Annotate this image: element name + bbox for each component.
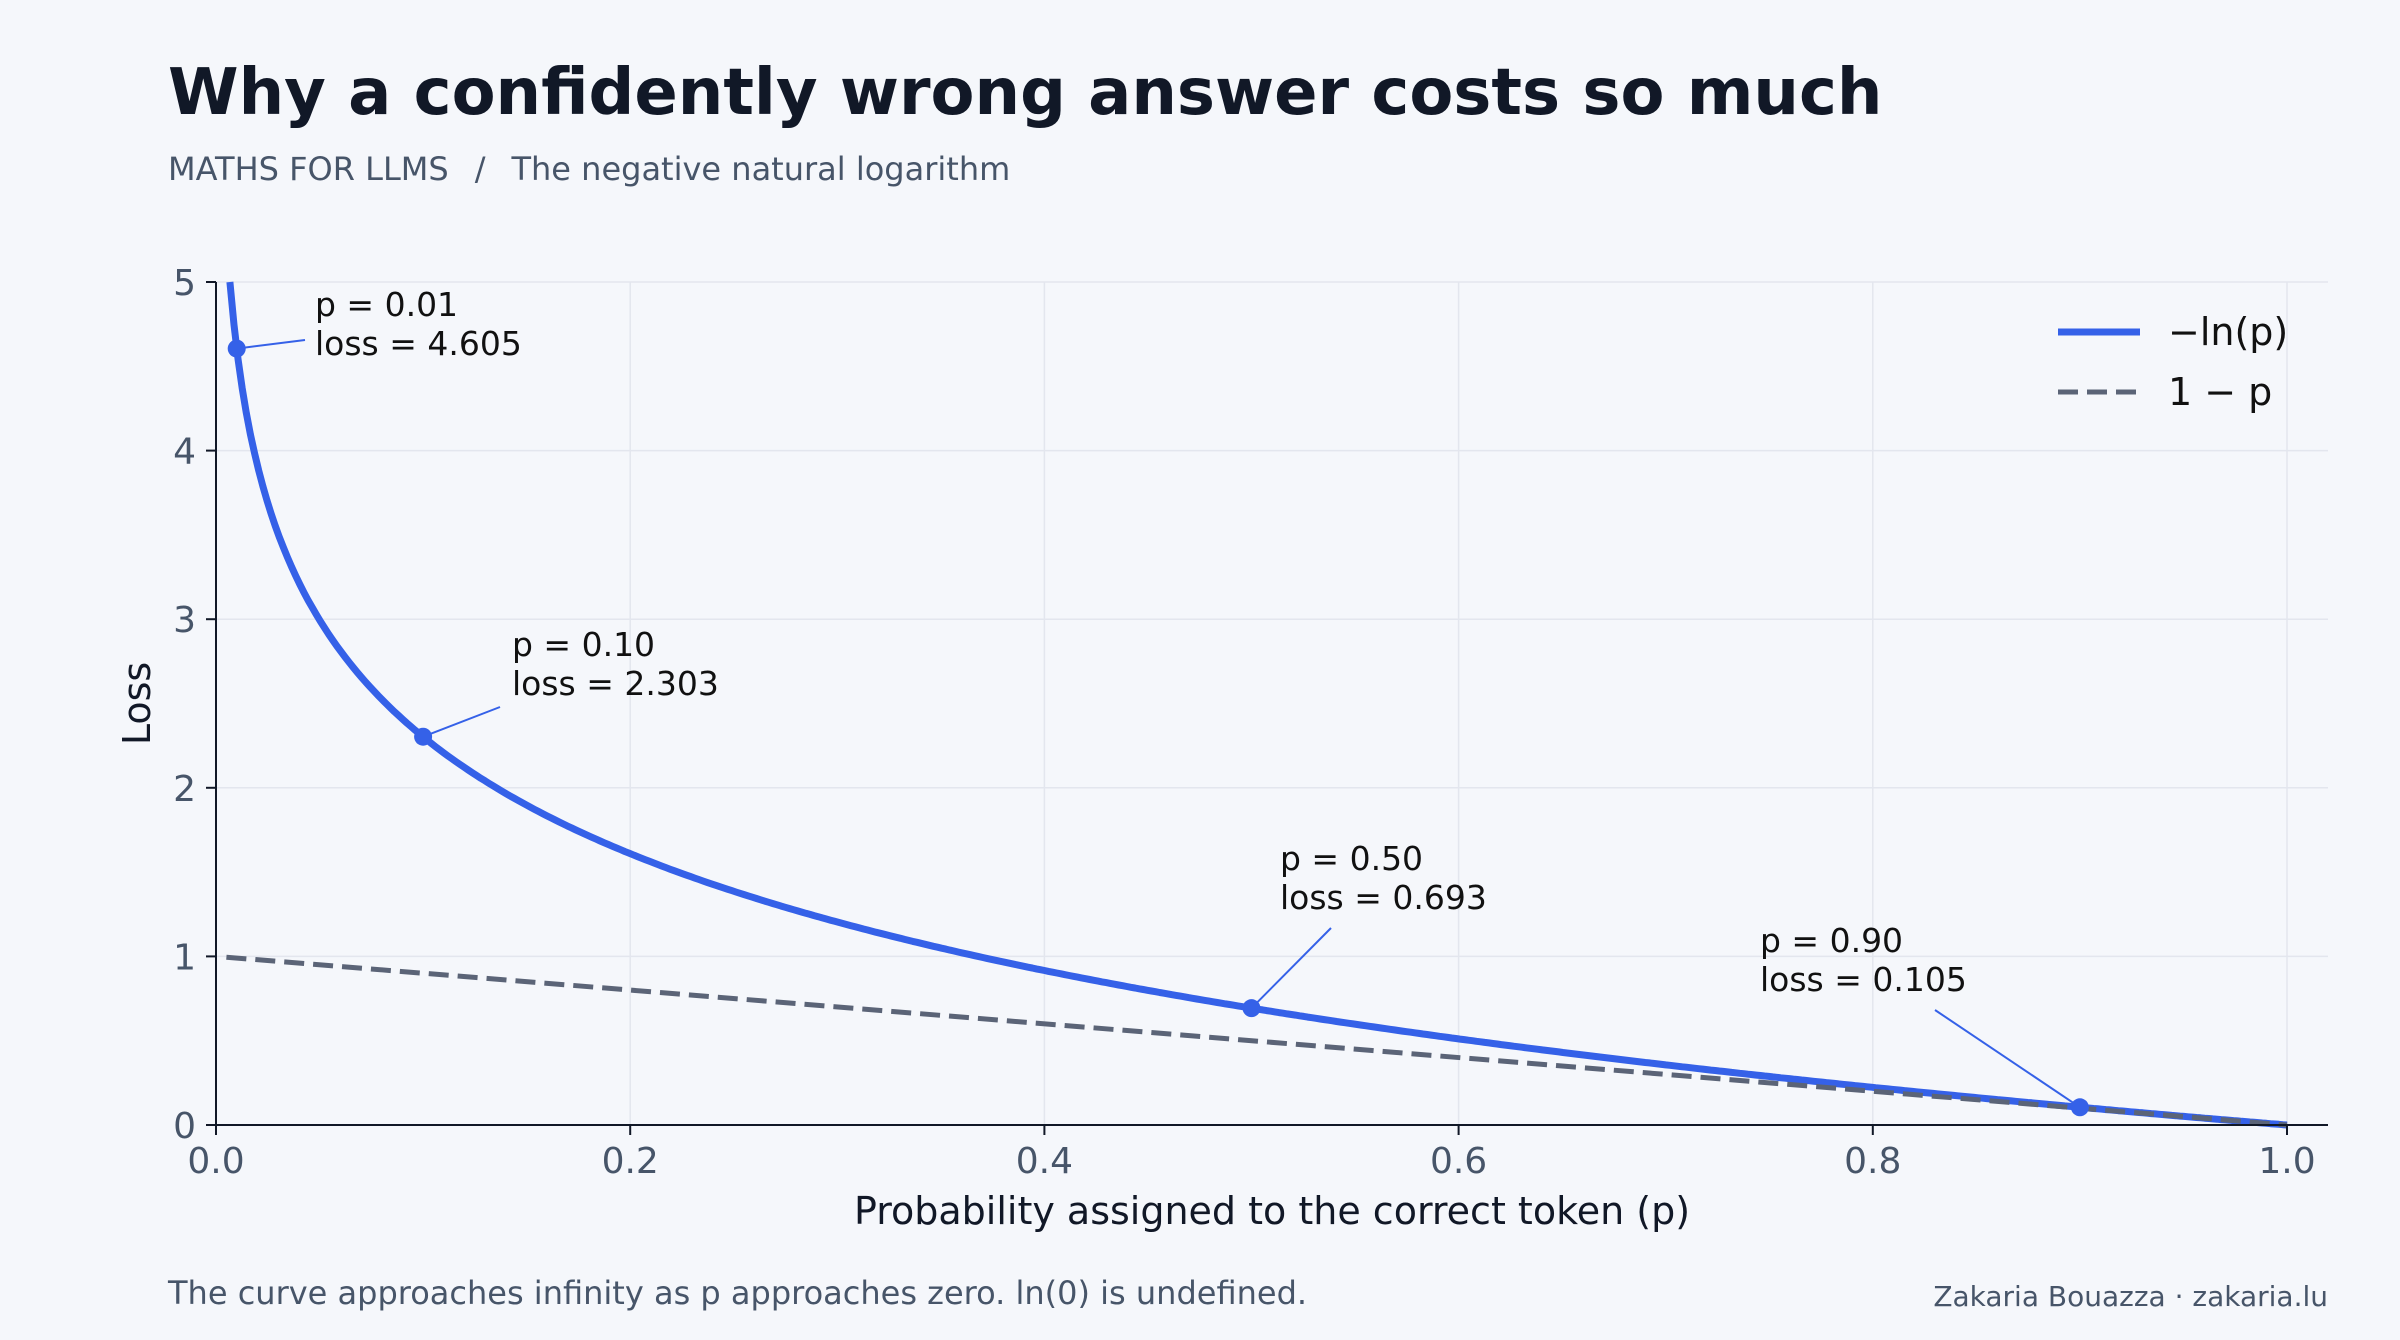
y-tick-label: 2 — [173, 769, 196, 810]
annotation-label-loss: loss = 0.105 — [1760, 960, 1967, 999]
y-tick-label: 0 — [173, 1106, 196, 1147]
x-tick-label: 1.0 — [2258, 1141, 2315, 1182]
y-tick-label: 3 — [173, 600, 196, 641]
annotation-label-p: p = 0.01 — [315, 285, 458, 324]
footnote: The curve approaches infinity as p appro… — [168, 1274, 1308, 1312]
axes: 0.0 0.2 0.4 0.6 0.8 1.0 0 1 2 3 4 5 Probability assi… — [115, 263, 2328, 1233]
annotation-label-p: p = 0.90 — [1760, 921, 1903, 960]
page-title: Why a confidently wrong answer costs so … — [168, 56, 1883, 130]
breadcrumb-separator: / — [474, 150, 486, 188]
annotation-point — [1242, 999, 1261, 1018]
legend: −ln(p) 1 − p — [2058, 310, 2288, 414]
annotation-leader — [422, 706, 501, 738]
x-tick-label: 0.2 — [602, 1141, 659, 1182]
y-axis-label: Loss — [115, 662, 159, 745]
annotation-point — [2070, 1098, 2089, 1117]
annotation-leader — [236, 339, 306, 350]
annotation-leader — [1934, 1009, 2081, 1109]
annotation-leader — [1250, 927, 1332, 1009]
breadcrumb-topic: The negative natural logarithm — [511, 150, 1011, 188]
annotation-label-loss: loss = 4.605 — [315, 324, 522, 363]
x-axis-label: Probability assigned to the correct toke… — [854, 1189, 1690, 1233]
series-layer — [226, 281, 2288, 1129]
credit: Zakaria Bouazza · zakaria.lu — [1933, 1280, 2328, 1313]
x-tick-label: 0.6 — [1430, 1141, 1487, 1182]
x-tick-label: 0.4 — [1016, 1141, 1073, 1182]
grid — [215, 281, 2328, 1126]
breadcrumb: MATHS FOR LLMS / The negative natural loga… — [168, 150, 1010, 188]
y-tick-label: 4 — [173, 432, 196, 473]
annotation-label-p: p = 0.50 — [1280, 839, 1423, 878]
x-tick-label: 0.8 — [1844, 1141, 1901, 1182]
annotation-label-p: p = 0.10 — [512, 625, 655, 664]
series-line-one-minus-p — [226, 954, 2288, 1128]
annotation-point — [227, 339, 246, 358]
y-tick-label: 1 — [173, 937, 196, 978]
y-tick-label: 5 — [173, 263, 196, 304]
annotation-label-loss: loss = 0.693 — [1280, 878, 1487, 917]
legend-label: 1 − p — [2168, 370, 2272, 414]
breadcrumb-section: MATHS FOR LLMS — [168, 150, 449, 188]
annotation-point — [414, 727, 433, 746]
annotation-label-loss: loss = 2.303 — [512, 664, 719, 703]
legend-label: −ln(p) — [2168, 310, 2288, 354]
x-tick-label: 0.0 — [187, 1141, 244, 1182]
series-line-neg-ln-p — [226, 281, 2288, 1129]
